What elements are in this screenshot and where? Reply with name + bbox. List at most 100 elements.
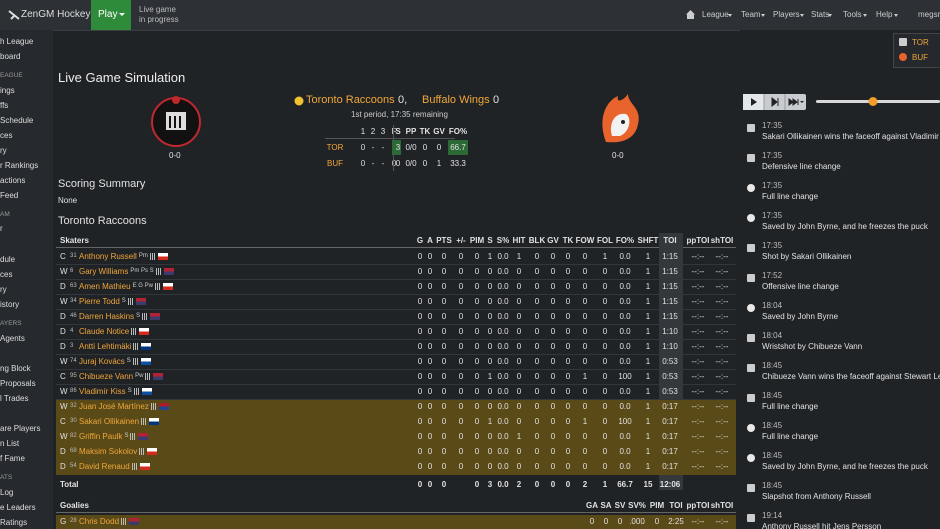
menu-item[interactable]: Stats	[811, 10, 830, 19]
player-name[interactable]: Vladimír Kiss	[79, 387, 126, 396]
column-header[interactable]: PIM	[649, 501, 665, 510]
sidebar-link[interactable]: n List	[0, 439, 20, 448]
column-header[interactable]: SHFT	[637, 236, 659, 245]
column-header[interactable]: GA	[586, 501, 598, 510]
column-header[interactable]: FO%	[615, 236, 635, 245]
player-name[interactable]: Maksim Sokolov	[79, 447, 138, 456]
column-header[interactable]: Skaters	[60, 236, 89, 245]
player-name[interactable]: Juan José Martínez	[79, 402, 149, 411]
sidebar-link[interactable]: h League	[0, 37, 34, 46]
team-option[interactable]: TOR	[912, 38, 929, 47]
player-name[interactable]: Claude Notice	[79, 327, 130, 336]
sidebar-link[interactable]: ces	[0, 131, 13, 140]
player-name[interactable]: Juraj Kovács	[79, 357, 125, 366]
column-header[interactable]: BLK	[528, 236, 546, 245]
player-name[interactable]: Antti Lehtimäki	[79, 342, 132, 351]
flag	[139, 328, 150, 335]
sidebar-link[interactable]: actions	[0, 176, 26, 185]
control-icons[interactable]	[743, 94, 806, 110]
stat-cell: 1	[602, 252, 608, 261]
sidebar-link[interactable]: Schedule	[0, 116, 34, 125]
sidebar-link[interactable]: ffs	[0, 101, 9, 110]
column-header[interactable]: PIM	[469, 236, 485, 245]
stats-cell: 0	[436, 143, 442, 152]
column-header[interactable]: SA	[600, 501, 612, 510]
column-header[interactable]: SV	[614, 501, 626, 510]
column-header[interactable]: FOL	[597, 236, 613, 245]
column-header[interactable]: ppTOI	[686, 501, 710, 510]
linescore-cell[interactable]: TOR	[326, 143, 344, 152]
sidebar-link[interactable]: Proposals	[0, 379, 36, 388]
stat-cell: 0	[565, 462, 571, 471]
sidebar-link[interactable]: istory	[0, 300, 20, 309]
sidebar-link[interactable]: ry	[0, 146, 7, 155]
column-header[interactable]: shTOI	[710, 236, 734, 245]
sidebar-link[interactable]: f Fame	[0, 454, 25, 463]
menu-item[interactable]: League	[702, 10, 729, 19]
column-header[interactable]: FOW	[575, 236, 595, 245]
menu-item[interactable]: megsr	[918, 10, 940, 19]
sidebar-link[interactable]: r Rankings	[0, 161, 39, 170]
player-name[interactable]: Pierre Todd	[79, 297, 120, 306]
stat-cell: 1	[645, 282, 651, 291]
column-header[interactable]: ppTOI	[686, 236, 710, 245]
sidebar-link[interactable]: Ratings	[0, 518, 28, 527]
column-header[interactable]: TOI	[669, 501, 683, 510]
team-option[interactable]: BUF	[912, 53, 928, 62]
sidebar-link[interactable]: Log	[0, 488, 14, 497]
away-score: 0	[493, 94, 500, 106]
sidebar-link[interactable]: Agents	[0, 334, 25, 343]
sidebar-link[interactable]: ng Block	[0, 364, 31, 373]
column-header[interactable]: SV%	[628, 501, 646, 510]
team-switcher[interactable]	[893, 33, 940, 68]
home-name[interactable]: Toronto Raccoons	[306, 94, 395, 106]
player-name[interactable]: Sakari Ollikainen	[79, 417, 140, 426]
player-name[interactable]: Amen Mathieu	[79, 282, 131, 291]
column-header[interactable]: Goalies	[60, 501, 89, 510]
sidebar-link[interactable]: ings	[0, 86, 15, 95]
home-icon[interactable]	[686, 10, 695, 19]
player-name[interactable]: Chris Dodd	[79, 517, 120, 526]
player-name[interactable]: Chibueze Vann	[79, 372, 134, 381]
menu-item[interactable]: Help	[876, 10, 893, 19]
player-name[interactable]: Gary Williams	[79, 267, 129, 276]
sidebar-link[interactable]: ces	[0, 270, 13, 279]
column-header[interactable]: PTS	[436, 236, 452, 245]
sidebar-link[interactable]: dule	[0, 255, 16, 264]
sidebar-link[interactable]: Feed	[0, 191, 19, 200]
column-header[interactable]: A	[427, 236, 433, 245]
column-header[interactable]: TK	[562, 236, 574, 245]
sidebar-link[interactable]: are Players	[0, 424, 41, 433]
sidebar-link[interactable]: board	[0, 52, 21, 61]
column-header[interactable]: G	[416, 236, 424, 245]
column-header[interactable]: S	[487, 236, 493, 245]
total-cell: 0	[534, 480, 540, 489]
linescore-cell[interactable]: BUF	[327, 159, 343, 168]
speed-slider[interactable]	[816, 96, 940, 108]
sidebar-link[interactable]: r	[0, 224, 3, 233]
column-header[interactable]: GV	[547, 236, 559, 245]
player-name[interactable]: Darren Haskins	[79, 312, 135, 321]
brand[interactable]: ZenGM Hockey	[21, 9, 91, 20]
column-header[interactable]: S%	[496, 236, 510, 245]
menu-item[interactable]: Team	[741, 10, 761, 19]
stat-cell: 0	[487, 282, 493, 291]
play-button[interactable]: Play	[91, 0, 131, 30]
menu-item[interactable]: Tools	[843, 10, 862, 19]
away-name[interactable]: Buffalo Wings	[422, 94, 490, 106]
column-header[interactable]: +/-	[456, 236, 466, 245]
sidebar-link[interactable]: e Leaders	[0, 503, 36, 512]
position: D	[60, 462, 66, 471]
stat-cell: 0	[602, 282, 608, 291]
player-name[interactable]: Griffin Paulk	[79, 432, 123, 441]
stat-cell: 0	[565, 417, 571, 426]
stat-cell: 100	[618, 417, 632, 426]
player-name[interactable]: Anthony Russell	[79, 252, 137, 261]
column-header[interactable]: HIT	[512, 236, 526, 245]
sidebar-link[interactable]: l Trades	[0, 394, 29, 403]
sidebar-link[interactable]: ry	[0, 285, 7, 294]
column-header[interactable]: shTOI	[710, 501, 734, 510]
player-name[interactable]: David Renaud	[79, 462, 130, 471]
menu-item[interactable]: Players	[773, 10, 800, 19]
column-header[interactable]: TOI	[663, 236, 677, 245]
